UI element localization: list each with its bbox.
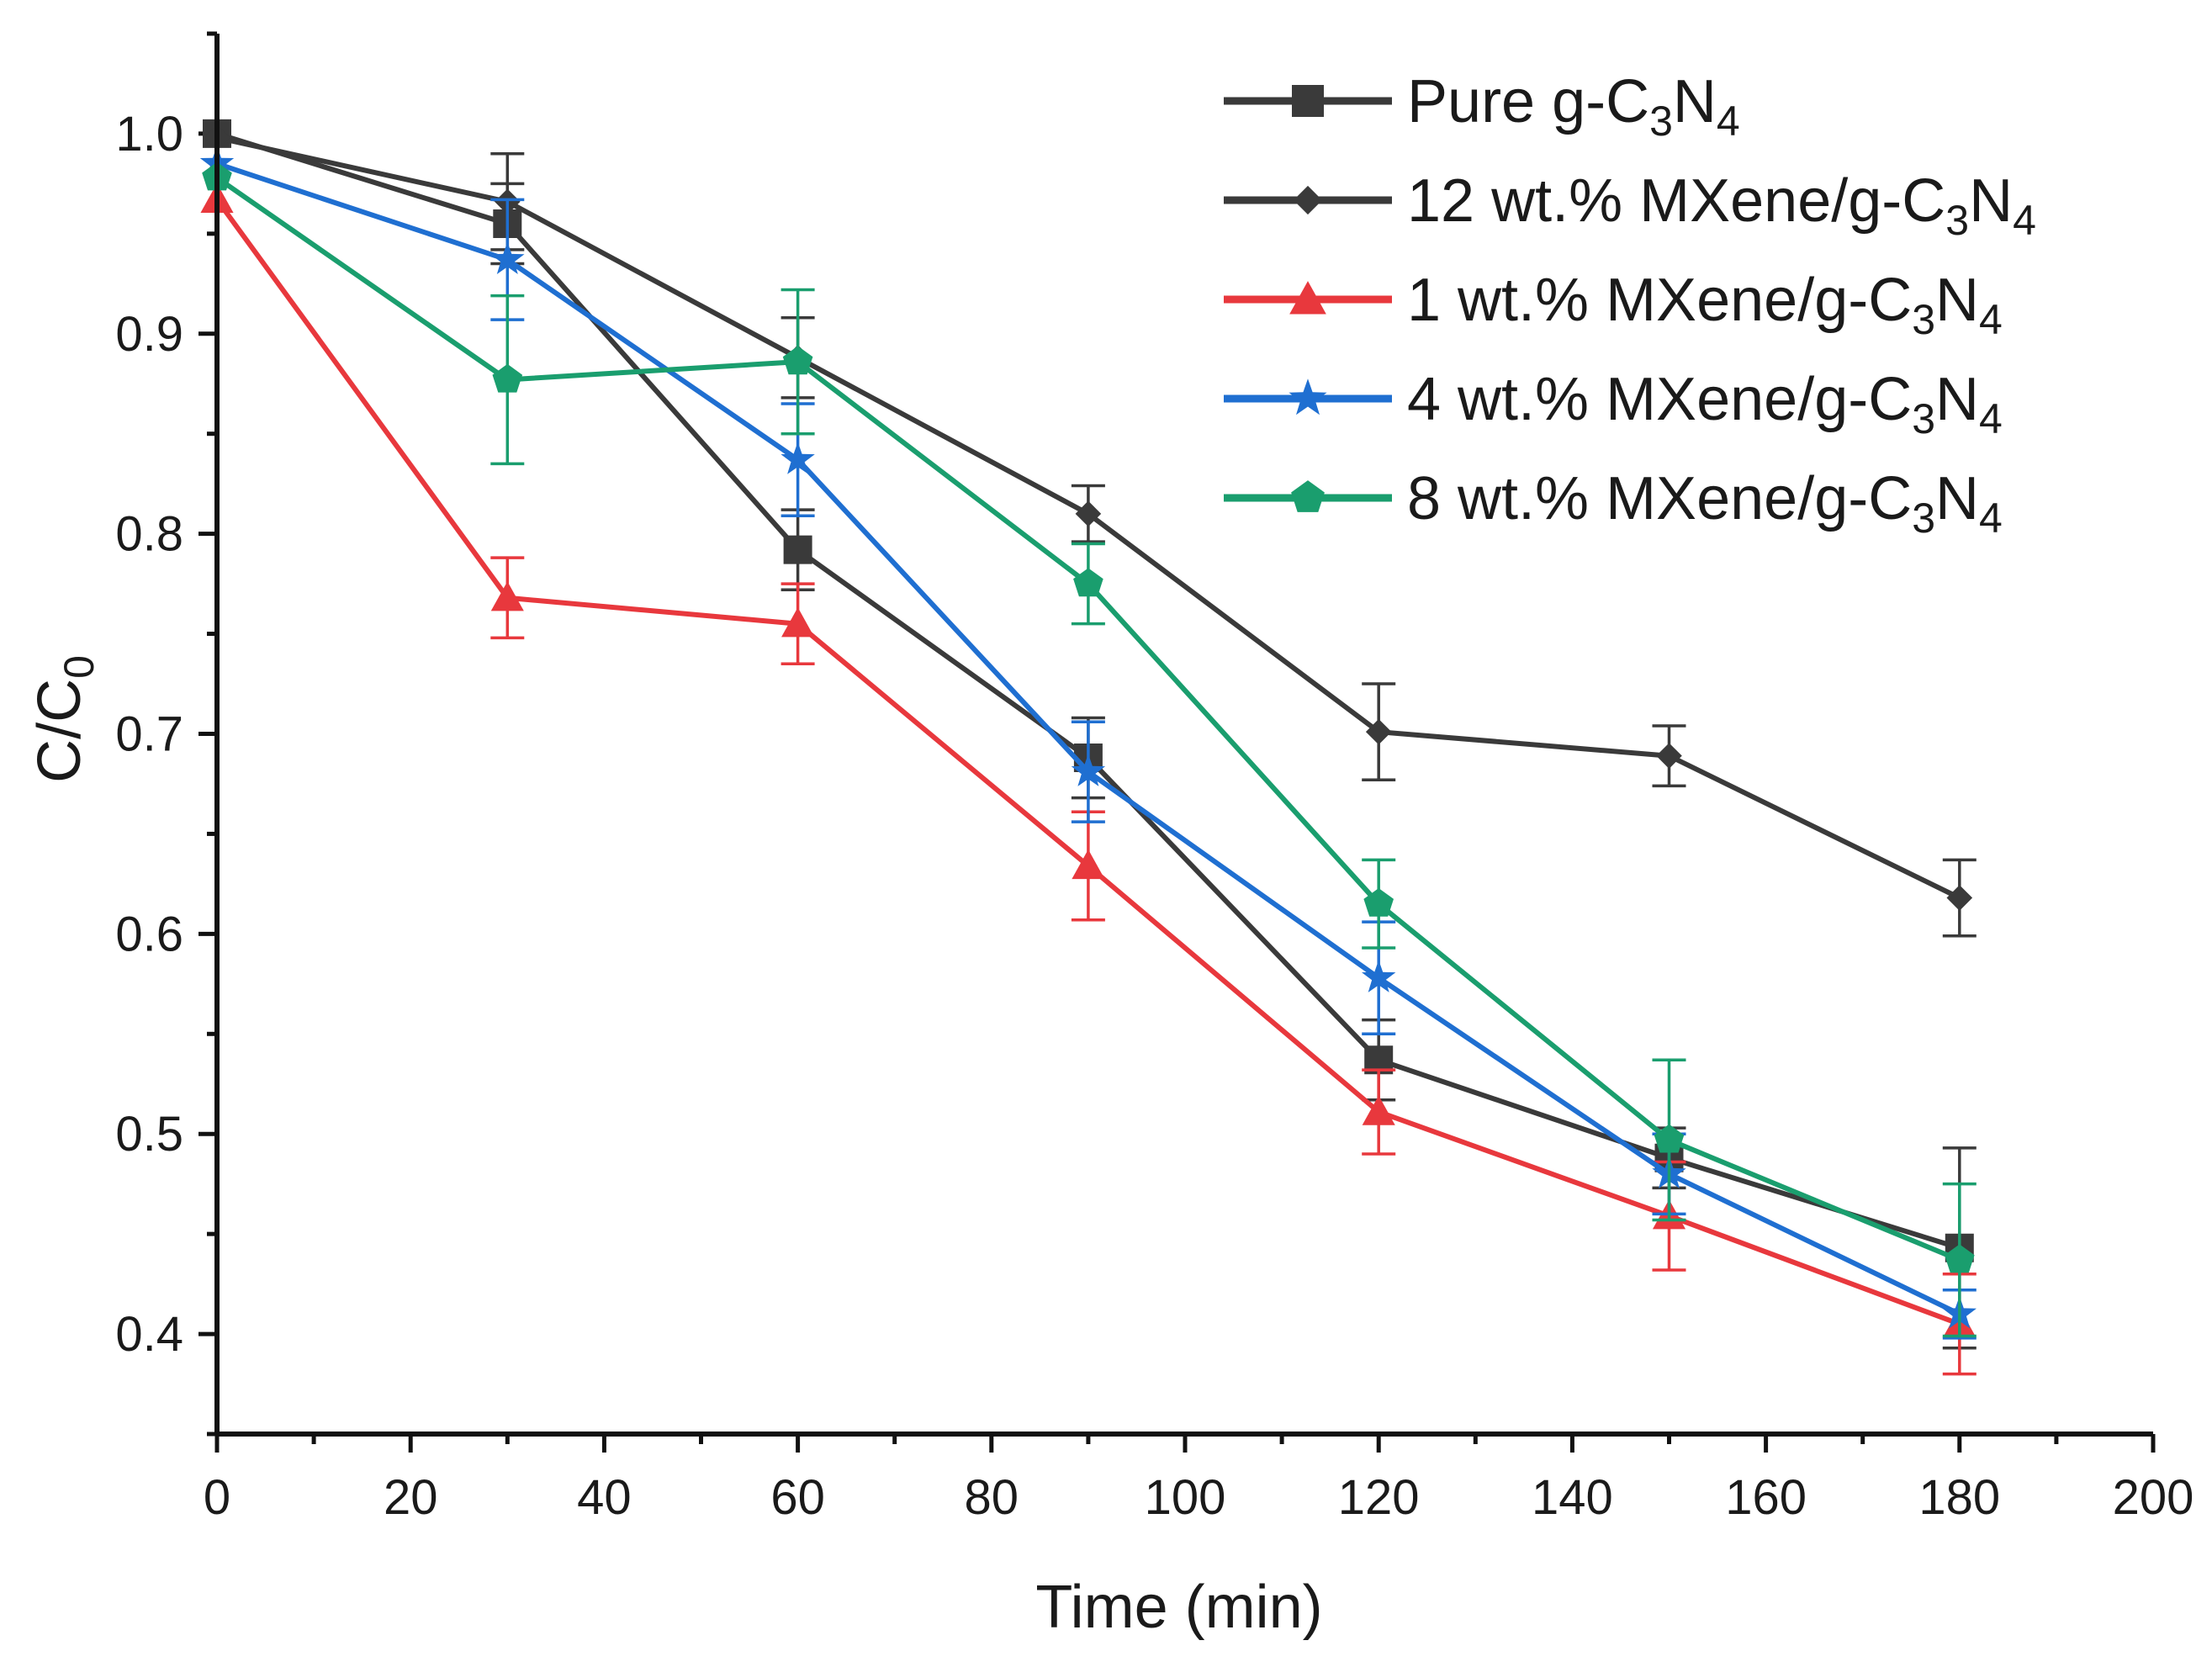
x-tick-label: 160 xyxy=(1725,1470,1807,1525)
legend-label-subscript: 4 xyxy=(2013,197,2036,244)
data-point xyxy=(1071,754,1106,786)
legend-label-subscript: 3 xyxy=(1912,495,1935,542)
y-tick-label: 0.7 xyxy=(115,707,183,762)
legend-label: 8 wt.% MXene/g-C3N4 xyxy=(1407,465,2003,542)
y-axis-title-subscript: 0 xyxy=(56,655,103,679)
y-tick-label: 0.6 xyxy=(115,907,183,961)
legend-marker xyxy=(1291,480,1325,512)
legend-item: Pure g-C3N4 xyxy=(1224,68,1740,145)
legend-label-text: N xyxy=(1969,167,2013,235)
data-point xyxy=(1656,743,1682,769)
data-point xyxy=(1945,1244,1975,1273)
legend-marker xyxy=(1293,185,1323,215)
legend-item: 1 wt.% MXene/g-C3N4 xyxy=(1224,267,2003,343)
legend-label-subscript: 4 xyxy=(1717,98,1740,145)
legend-label-text: N xyxy=(1935,366,1979,433)
data-point xyxy=(1073,568,1103,597)
svg-text:C/C0: C/C0 xyxy=(26,655,103,783)
legend-label-subscript: 4 xyxy=(1979,395,2003,442)
legend-label-text: N xyxy=(1935,267,1979,334)
legend-marker xyxy=(1289,378,1327,415)
x-tick-label: 80 xyxy=(965,1470,1019,1525)
legend-label: 4 wt.% MXene/g-C3N4 xyxy=(1407,366,2003,442)
legend-label-text: 8 wt.% MXene/g-C xyxy=(1407,465,1912,532)
data-point xyxy=(492,363,523,393)
legend-label-text: 1 wt.% MXene/g-C xyxy=(1407,267,1912,334)
data-point xyxy=(490,581,524,611)
data-point xyxy=(782,346,813,375)
x-tick-label: 140 xyxy=(1532,1470,1613,1525)
legend-label-subscript: 3 xyxy=(1649,98,1673,145)
tick-labels-layer: 0 20 40 60 80 100 120 140 160 180 200 0.4 0.5 0.6 0.7 0… xyxy=(115,107,2193,1525)
y-tick-label: 0.4 xyxy=(115,1307,183,1362)
data-point xyxy=(781,442,815,474)
y-tick-label: 0.5 xyxy=(115,1107,183,1162)
legend-label-text: N xyxy=(1673,68,1717,135)
y-tick-label: 1.0 xyxy=(115,107,183,161)
legend-label-text: N xyxy=(1935,465,1979,532)
x-tick-label: 180 xyxy=(1918,1470,2000,1525)
data-point xyxy=(1072,849,1105,880)
series-4 xyxy=(202,161,1977,1338)
data-point xyxy=(1362,960,1396,992)
x-tick-label: 40 xyxy=(577,1470,632,1525)
x-tick-label: 60 xyxy=(770,1470,825,1525)
legend-item: 4 wt.% MXene/g-C3N4 xyxy=(1224,366,2003,442)
x-tick-label: 100 xyxy=(1145,1470,1226,1525)
data-point xyxy=(1362,1095,1395,1125)
data-point xyxy=(490,241,525,274)
legend-label-text: Pure g-C xyxy=(1407,68,1649,135)
x-tick-label: 120 xyxy=(1338,1470,1420,1525)
legend-label-subscript: 4 xyxy=(1979,296,2003,343)
data-point xyxy=(1654,1124,1685,1153)
legend-label-subscript: 3 xyxy=(1912,395,1935,442)
legend-marker xyxy=(1292,85,1324,117)
data-point xyxy=(1075,500,1102,527)
legend-item: 8 wt.% MXene/g-C3N4 xyxy=(1224,465,2003,542)
y-tick-label: 0.8 xyxy=(115,507,183,562)
x-tick-label: 0 xyxy=(204,1470,230,1525)
legend-item: 12 wt.% MXene/g-C3N4 xyxy=(1224,167,2036,244)
legend-marker xyxy=(1289,281,1326,315)
data-point xyxy=(781,607,815,638)
data-point xyxy=(783,535,812,564)
legend-label: 1 wt.% MXene/g-C3N4 xyxy=(1407,267,2003,343)
x-tick-label: 20 xyxy=(384,1470,438,1525)
y-axis-title: C/C0 xyxy=(26,655,103,783)
x-tick-label: 200 xyxy=(2113,1470,2194,1525)
legend-label-text: 12 wt.% MXene/g-C xyxy=(1407,167,1945,235)
series-layer xyxy=(199,119,1977,1376)
legend-label-subscript: 3 xyxy=(1912,296,1935,343)
legend-label-subscript: 4 xyxy=(1979,495,2003,542)
y-tick-label: 0.9 xyxy=(115,307,183,362)
legend-label-subscript: 3 xyxy=(1945,197,1969,244)
legend-label: 12 wt.% MXene/g-C3N4 xyxy=(1407,167,2036,244)
legend-label-text: 4 wt.% MXene/g-C xyxy=(1407,366,1912,433)
x-axis-title: Time (min) xyxy=(1035,1574,1322,1641)
data-point xyxy=(1363,888,1394,917)
data-point xyxy=(1946,885,1973,911)
y-axis-title-main: C/C xyxy=(26,679,93,783)
data-point xyxy=(1365,718,1392,745)
axes-layer xyxy=(214,34,2153,1437)
data-point xyxy=(1364,1045,1394,1075)
legend-label: Pure g-C3N4 xyxy=(1407,68,1740,145)
